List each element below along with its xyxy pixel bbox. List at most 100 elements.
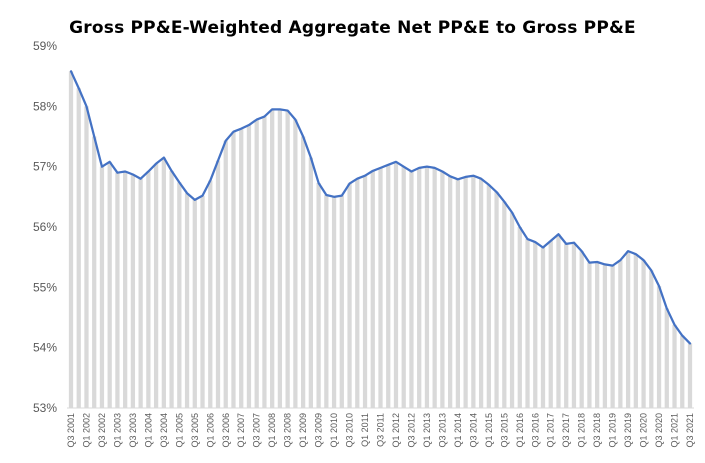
area-fill-bar <box>246 125 252 408</box>
x-tick-label: Q1 2014 <box>453 413 463 448</box>
x-tick-label: Q3 2015 <box>499 413 509 448</box>
area-fill-bar <box>602 264 608 408</box>
x-tick-label: Q1 2019 <box>608 413 618 448</box>
area-fill-bar <box>386 164 391 408</box>
x-tick-label: Q3 2009 <box>314 413 324 448</box>
area-fill-bar <box>424 166 430 408</box>
x-axis-ticks: Q3 2001 Q1 2002 Q3 2002 Q1 2003 Q3 2003 Q1 20… <box>66 413 695 448</box>
area-fill-bar <box>540 247 546 408</box>
area-fill-bar <box>448 176 453 408</box>
x-tick-label: Q1 2009 <box>298 413 308 448</box>
x-tick-label: Q1 2020 <box>639 413 649 448</box>
chart-title: Gross PP&E-Weighted Aggregate Net PP&E t… <box>69 18 636 38</box>
y-tick-label: 58% <box>33 99 57 113</box>
x-tick-label: Q3 2003 <box>128 413 138 448</box>
area-fill-bar <box>331 196 337 408</box>
area-fill-bar <box>200 195 205 408</box>
x-tick-label: Q3 2006 <box>221 413 231 448</box>
x-tick-label: Q1 2003 <box>112 413 122 448</box>
area-fill-bar <box>99 166 105 408</box>
area-fill-bar <box>169 170 174 408</box>
x-tick-label: Q1 2006 <box>205 413 215 448</box>
area-fill-bar <box>161 157 166 408</box>
area-fill-bar <box>409 171 414 408</box>
x-tick-label: Q1 2010 <box>329 413 339 448</box>
x-tick-label: Q1 2012 <box>391 413 401 448</box>
area-fill-bar <box>610 265 615 408</box>
x-tick-label: Q1 2021 <box>670 413 680 448</box>
area-fill-bar <box>517 227 522 408</box>
area-fill <box>68 71 693 409</box>
area-fill-bar <box>587 262 592 408</box>
x-tick-label: Q3 2013 <box>437 413 447 448</box>
x-tick-label: Q3 2018 <box>592 413 602 448</box>
area-fill-bar <box>633 254 638 408</box>
area-fill-bar <box>324 195 329 408</box>
x-tick-label: Q1 2017 <box>546 413 556 448</box>
x-tick-label: Q3 2014 <box>468 413 478 448</box>
y-tick-label: 59% <box>33 39 57 53</box>
area-fill-bar <box>478 178 484 408</box>
area-fill-bar <box>130 174 136 408</box>
y-tick-label: 56% <box>33 220 57 234</box>
area-fill-bar <box>370 170 375 408</box>
x-tick-label: Q3 2007 <box>252 413 262 448</box>
area-fill-bar <box>440 171 445 408</box>
y-tick-label: 53% <box>33 401 57 415</box>
x-tick-label: Q3 2017 <box>561 413 571 448</box>
area-fill-bar <box>455 179 461 408</box>
area-fill-bar <box>502 201 507 408</box>
area-fill-bar <box>687 343 693 408</box>
area-fill-bar <box>208 180 213 408</box>
series-line <box>69 70 692 345</box>
area-fill-bar <box>192 199 197 408</box>
x-tick-label: Q3 2012 <box>406 413 416 448</box>
x-tick-label: Q3 2005 <box>190 413 200 448</box>
area-fill-bar <box>308 157 313 408</box>
y-axis-ticks: 53% 54% 55% 56% 57% 58% 59% <box>33 39 57 415</box>
x-tick-label: Q3 2020 <box>654 413 664 448</box>
x-tick-label: Q3 2016 <box>530 413 540 448</box>
x-tick-label: Q3 2002 <box>97 413 107 448</box>
x-tick-label: Q1 2007 <box>236 413 246 448</box>
x-tick-label: Q3 2021 <box>685 413 695 448</box>
area-fill-bar <box>556 234 561 408</box>
x-tick-label: Q1 2013 <box>422 413 432 448</box>
area-fill-bar <box>548 240 553 408</box>
x-tick-label: Q1 2002 <box>82 413 92 448</box>
area-fill-bar <box>270 109 275 408</box>
area-fill-bar <box>177 182 182 408</box>
area-fill-bar <box>146 171 151 408</box>
area-fill-bar <box>301 136 306 408</box>
area-fill-bar <box>277 109 283 408</box>
area-fill-bar <box>184 193 190 408</box>
area-fill-bar <box>494 192 499 408</box>
area-fill-bar <box>401 166 406 408</box>
area-fill-bar <box>417 167 422 408</box>
area-fill-bar <box>285 110 290 408</box>
x-tick-label: Q3 2001 <box>66 413 76 448</box>
area-fill-bar <box>123 171 128 408</box>
area-fill-bar <box>525 239 530 408</box>
area-fill-bar <box>393 161 399 408</box>
area-fill-bar <box>153 163 159 408</box>
area-fill-bar <box>92 136 97 408</box>
area-fill-bar <box>486 184 491 408</box>
area-fill-bar <box>362 175 368 408</box>
x-tick-label: Q1 2008 <box>267 413 277 448</box>
x-tick-label: Q1 2011 <box>360 413 370 447</box>
area-fill-bar <box>656 286 662 408</box>
x-tick-label: Q1 2005 <box>174 413 184 448</box>
area-fill-bar <box>471 175 476 408</box>
area-fill-bar <box>215 160 221 408</box>
x-tick-label: Q1 2016 <box>515 413 525 448</box>
area-fill-bar <box>76 88 81 408</box>
area-fill-bar <box>618 260 623 408</box>
area-fill-bar <box>107 161 112 408</box>
area-fill-bar <box>509 212 515 408</box>
y-tick-label: 57% <box>33 160 57 174</box>
x-tick-label: Q3 2019 <box>623 413 633 448</box>
area-fill-bar <box>339 195 344 408</box>
area-fill-bar <box>463 176 468 408</box>
